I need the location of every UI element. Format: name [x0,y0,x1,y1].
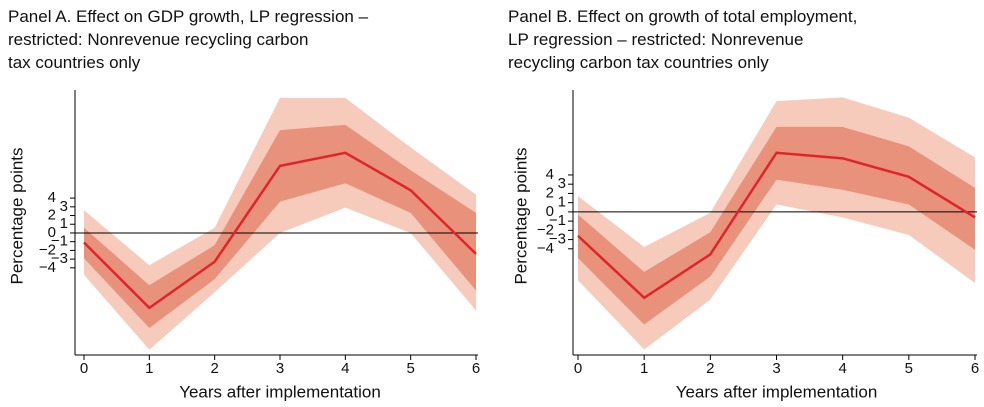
x-tick-label: 5 [406,360,414,377]
y-tick-label: 1 [60,215,68,232]
y-axis-label: Percentage points [7,147,26,284]
x-axis-label: Years after implementation [676,382,878,401]
y-tick-label: 0 [48,224,56,241]
estimate-line [577,151,976,300]
y-tick-label: 3 [60,198,68,215]
y-tick-label: 4 [546,166,554,183]
y-tick-label: −4 [537,240,554,257]
x-tick-label: 3 [276,360,284,377]
y-tick-label: −2 [537,221,554,238]
panel-title: recycling carbon tax countries only [508,53,769,72]
panel-title: Panel B. Effect on growth of total emplo… [508,7,857,26]
x-tick-label: 0 [574,360,582,377]
y-tick-label: −1 [51,233,68,250]
y-tick-label: −1 [549,212,566,229]
x-tick-label: 5 [905,360,913,377]
x-tick-label: 3 [772,360,780,377]
x-tick-label: 6 [971,360,979,377]
x-tick-label: 1 [145,360,153,377]
y-tick-label: −4 [39,259,56,276]
panel-title: tax countries only [8,53,141,72]
y-tick-label: 4 [48,189,56,206]
confidence-band [84,124,476,328]
x-tick-label: 4 [838,360,846,377]
x-tick-label: 2 [210,360,218,377]
y-tick-label: 2 [48,206,56,223]
y-tick-label: −2 [39,241,56,258]
estimate-line [83,151,477,310]
y-tick-label: −3 [51,250,68,267]
x-tick-label: 0 [80,360,88,377]
y-tick-label: 0 [546,203,554,220]
x-tick-label: 4 [341,360,349,377]
y-axis-label: Percentage points [511,147,530,284]
y-tick-label: 2 [546,184,554,201]
x-tick-label: 2 [706,360,714,377]
panel-title: LP regression – restricted: Nonrevenue [508,30,803,49]
x-tick-label: 6 [472,360,480,377]
panel-title: Panel A. Effect on GDP growth, LP regres… [8,7,369,26]
x-axis-label: Years after implementation [179,382,381,401]
panel-title: restricted: Nonrevenue recycling carbon [8,30,308,49]
y-tick-label: −3 [549,231,566,248]
x-tick-label: 1 [640,360,648,377]
y-tick-label: 1 [558,194,566,211]
y-tick-label: 3 [558,175,566,192]
